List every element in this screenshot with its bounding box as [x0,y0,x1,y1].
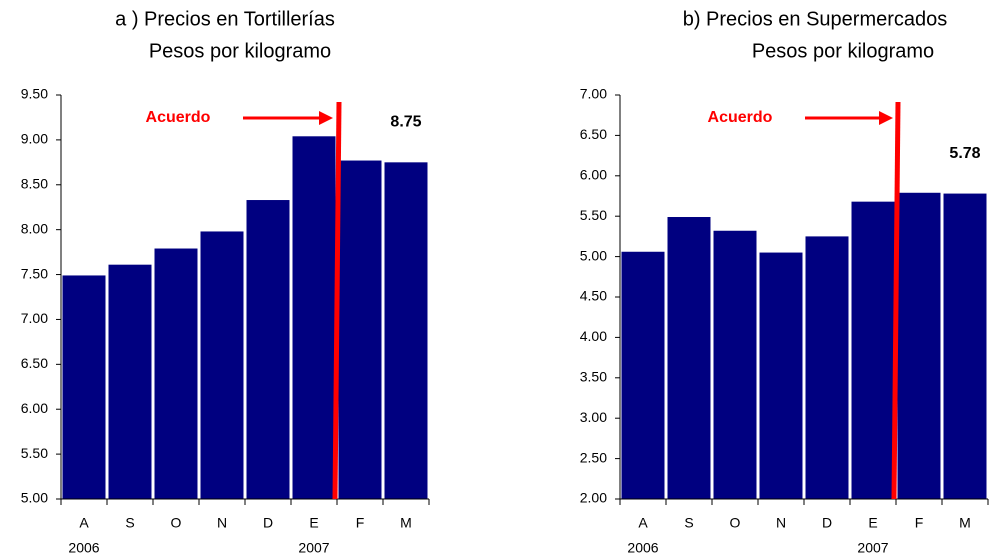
x-tick-label: O [730,515,741,531]
y-tick-label: 2.00 [580,490,607,506]
y-tick-label: 3.00 [580,409,607,425]
x-tick-label: S [125,515,134,531]
chart-subtitle: Pesos por kilogramo [149,40,331,62]
bar [338,160,382,499]
bar [759,252,803,499]
x-group-label: 2007 [857,540,888,556]
bar [200,231,244,499]
y-tick-label: 2.50 [580,449,607,465]
y-tick-label: 6.00 [21,400,48,416]
x-group-label: 2006 [627,540,658,556]
value-label: 5.78 [949,145,980,162]
bar [667,217,711,499]
x-tick-label: A [79,515,89,531]
y-tick-label: 8.50 [21,175,48,191]
y-tick-label: 7.00 [580,86,607,102]
y-tick-label: 5.00 [21,490,48,506]
bar [154,248,198,499]
y-tick-label: 8.00 [21,220,48,236]
x-tick-label: O [171,515,182,531]
y-tick-label: 5.00 [580,247,607,263]
y-tick-label: 3.50 [580,369,607,385]
chart-subtitle: Pesos por kilogramo [752,40,934,62]
bar [943,193,987,500]
y-tick-label: 7.00 [21,310,48,326]
y-tick-label: 6.00 [580,167,607,183]
x-group-label: 2007 [298,540,329,556]
y-tick-label: 5.50 [580,207,607,223]
chart-title: a ) Precios en Tortillerías [115,8,335,30]
x-tick-label: M [959,515,971,531]
chart-title: b) Precios en Supermercados [683,8,948,30]
bar [384,162,428,500]
bar [108,264,152,499]
arrow-head [319,111,333,125]
x-tick-label: F [356,515,365,531]
arrow-head [879,111,893,125]
bar [292,136,336,499]
bar [805,236,849,499]
x-tick-label: D [822,515,832,531]
x-tick-label: E [309,515,318,531]
y-tick-label: 9.50 [21,86,48,102]
agreement-line [332,101,342,500]
bar [246,200,290,500]
x-tick-label: N [776,515,786,531]
y-tick-label: 4.00 [580,328,607,344]
value-label: 8.75 [390,114,421,131]
annotation: Acuerdo [708,109,773,126]
agreement-line [891,101,901,500]
x-tick-label: N [217,515,227,531]
x-tick-label: M [400,515,412,531]
y-tick-label: 6.50 [21,355,48,371]
bar [713,230,757,499]
y-tick-label: 9.00 [21,131,48,147]
x-tick-label: S [684,515,693,531]
x-tick-label: E [868,515,877,531]
x-tick-label: D [263,515,273,531]
bar [621,251,665,499]
bar [851,201,895,499]
x-group-label: 2006 [68,540,99,556]
annotation: Acuerdo [146,109,211,126]
y-tick-label: 5.50 [21,445,48,461]
x-tick-label: A [638,515,648,531]
y-tick-label: 4.50 [580,288,607,304]
y-tick-label: 6.50 [580,126,607,142]
y-tick-label: 7.50 [21,265,48,281]
bar [897,192,941,499]
bar [62,275,106,499]
x-tick-label: F [915,515,924,531]
